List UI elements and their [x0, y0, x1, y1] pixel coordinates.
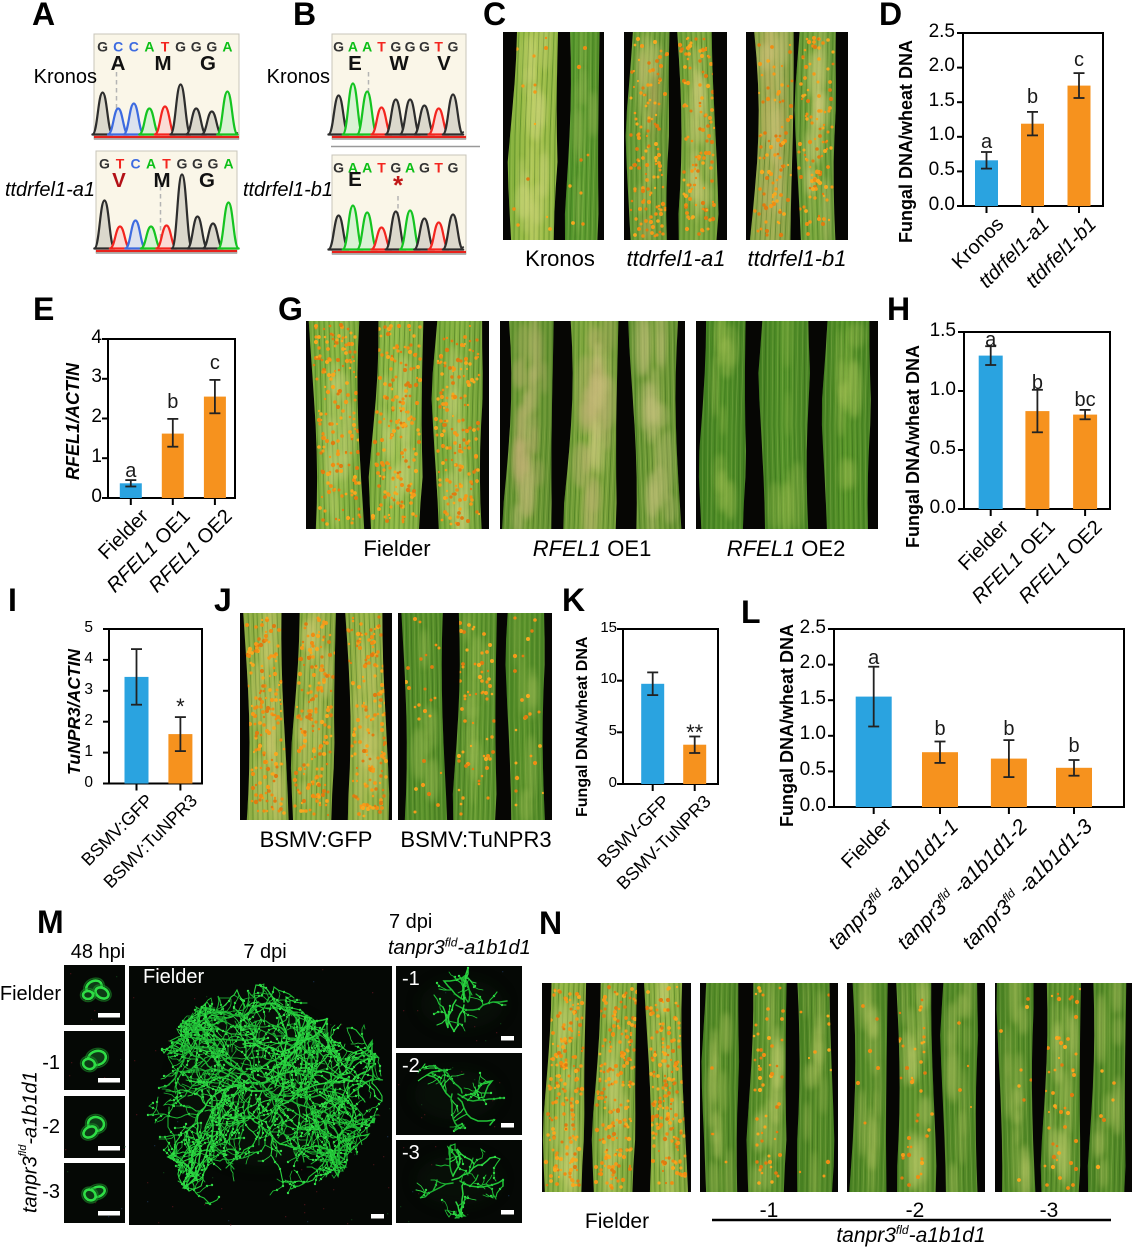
svg-text:T: T [377, 160, 386, 176]
svg-text:C: C [113, 39, 123, 55]
svg-text:G: G [99, 156, 110, 172]
svg-text:G: G [333, 160, 344, 176]
svg-text:T: T [116, 156, 125, 172]
svg-text:G: G [419, 160, 430, 176]
svg-text:G: G [390, 160, 401, 176]
svg-text:G: G [419, 39, 430, 55]
svg-text:G: G [97, 39, 108, 55]
svg-text:V: V [112, 169, 126, 192]
svg-text:E: E [348, 168, 362, 191]
svg-text:C: C [129, 39, 139, 55]
svg-text:A: A [111, 52, 126, 75]
svg-text:A: A [223, 156, 233, 172]
svg-text:G: G [390, 39, 401, 55]
svg-text:T: T [434, 39, 443, 55]
svg-text:G: G [448, 39, 459, 55]
svg-text:G: G [448, 160, 459, 176]
svg-text:G: G [177, 156, 188, 172]
svg-text:T: T [162, 156, 171, 172]
svg-text:G: G [405, 39, 416, 55]
svg-text:A: A [146, 156, 156, 172]
svg-text:G: G [199, 169, 215, 192]
svg-text:A: A [348, 39, 358, 55]
svg-text:A: A [348, 160, 358, 176]
svg-text:W: W [389, 52, 409, 75]
svg-text:G: G [333, 39, 344, 55]
svg-text:G: G [175, 39, 186, 55]
svg-text:G: G [191, 39, 202, 55]
svg-text:T: T [434, 160, 443, 176]
svg-text:C: C [130, 156, 140, 172]
svg-text:M: M [153, 169, 170, 192]
svg-text:*: * [393, 170, 404, 200]
svg-text:G: G [200, 52, 216, 75]
svg-text:T: T [161, 39, 170, 55]
svg-text:G: G [192, 156, 203, 172]
svg-text:A: A [222, 39, 232, 55]
svg-text:M: M [154, 52, 171, 75]
svg-text:G: G [208, 156, 219, 172]
svg-text:T: T [377, 39, 386, 55]
svg-text:A: A [405, 160, 415, 176]
svg-text:V: V [437, 52, 451, 75]
svg-text:G: G [206, 39, 217, 55]
svg-text:A: A [144, 39, 154, 55]
svg-text:A: A [362, 160, 372, 176]
svg-text:A: A [362, 39, 372, 55]
svg-text:E: E [348, 52, 362, 75]
